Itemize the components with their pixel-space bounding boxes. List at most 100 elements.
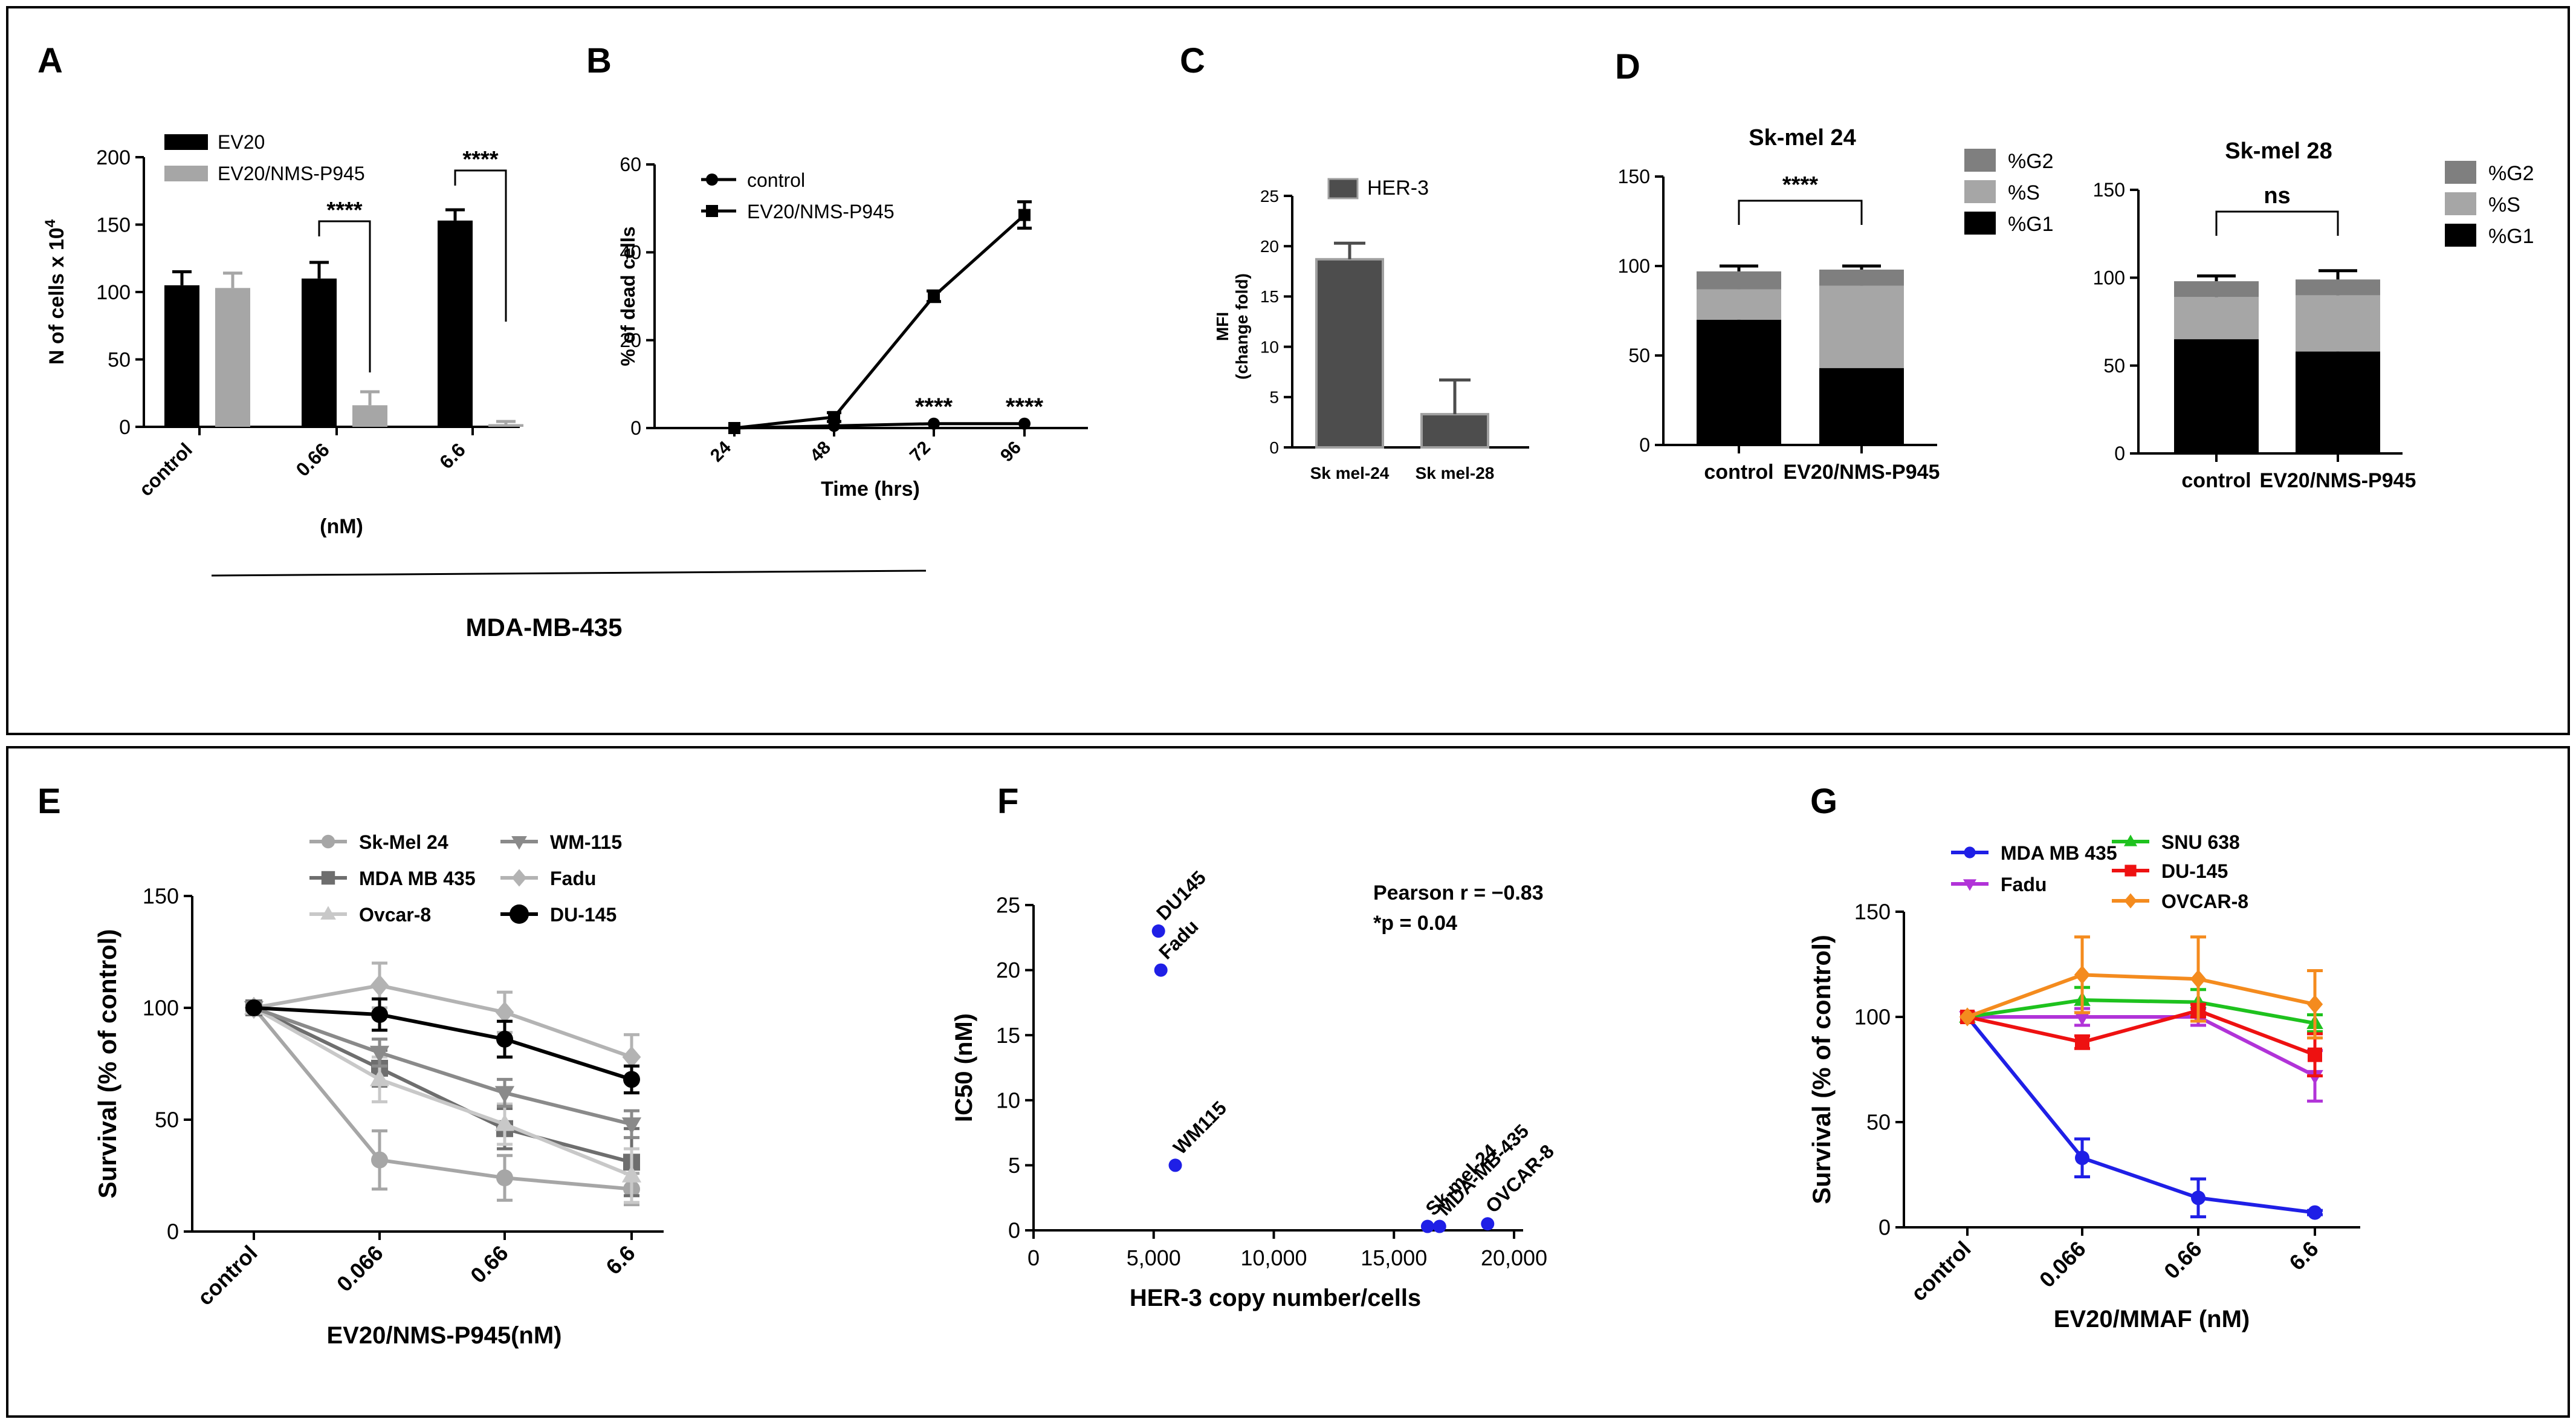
panel-c-legend-swatch xyxy=(1327,178,1359,200)
panel-e-legend-label: Ovcar-8 xyxy=(359,904,431,926)
panel-d2-significance-label: ns xyxy=(2264,183,2290,209)
panel-c-y-tick-label: 0 xyxy=(1269,438,1279,457)
panel-a-legend-swatch xyxy=(164,166,208,181)
panel-e-point-ovcar-8 xyxy=(621,1165,642,1183)
panel-d-sk-mel-28-chart: 0 50 100 150 control EV20/NMS-P945 Sk-mel 28 ns… xyxy=(2093,138,2534,492)
panel-d2-y-tick-label: 100 xyxy=(2093,267,2125,289)
panel-b-y-tick-label: 40 xyxy=(620,242,641,264)
panel-a-bar-ev20 xyxy=(302,278,337,427)
panel-b-point-ev20-nms-p945 xyxy=(1018,209,1031,221)
panel-g-legend-marker xyxy=(2123,834,2138,846)
panel-g-legend-label: DU-145 xyxy=(2161,860,2228,882)
panel-a-bar-ev20-nms-p945 xyxy=(215,288,250,427)
panel-e-legend-marker xyxy=(511,869,527,887)
panel-f-stats-line-1: Pearson r = −0.83 xyxy=(1373,881,1544,904)
panel-a-significance-bracket xyxy=(454,169,507,322)
panel-d2-bar-segment-g2 xyxy=(2296,279,2380,296)
panel-d2-legend-label: %S xyxy=(2488,193,2520,216)
panel-e-y-tick-label: 100 xyxy=(143,996,179,1021)
panel-f-y-tick-label: 0 xyxy=(1008,1218,1020,1243)
panel-d1-significance-label: **** xyxy=(1782,172,1818,198)
panel-e-series-line-ovcar-8 xyxy=(253,1006,633,1178)
panel-e-series-line-wm-115 xyxy=(253,1006,632,1126)
panel-g-x-tick-label: 6.6 xyxy=(2284,1236,2323,1275)
panel-e-x-tick-label: 0.066 xyxy=(332,1241,388,1297)
panel-a-y-tick-label: 200 xyxy=(96,146,131,169)
panel-f-x-tick-label: 15,000 xyxy=(1361,1245,1427,1270)
panel-c-x-tick-label: Sk mel-28 xyxy=(1416,464,1495,482)
panel-a-y-tick-label: 150 xyxy=(96,213,131,236)
panel-b-significance-label: **** xyxy=(1006,394,1044,420)
panel-e-y-tick-label: 50 xyxy=(155,1108,179,1132)
panel-g-series-line-mda-mb-435 xyxy=(1966,1016,2315,1215)
panel-letter-g: G xyxy=(1810,782,1837,821)
panel-e-point-sk-mel-24 xyxy=(371,1151,388,1169)
panel-letter-f: F xyxy=(997,782,1018,821)
panel-d2-bar-segment-g1 xyxy=(2174,339,2259,453)
panel-b-legend-marker xyxy=(706,174,718,186)
panel-d2-legend-swatch xyxy=(2445,224,2476,247)
panel-c-bar-sk-mel-28 xyxy=(1420,413,1489,449)
panel-d1-y-tick-label: 150 xyxy=(1618,166,1650,187)
panel-d1-legend-swatch xyxy=(1964,149,1996,172)
panel-b-point-ev20-nms-p945 xyxy=(828,411,840,423)
panel-a-legend-label: EV20 xyxy=(218,131,265,153)
panel-b-x-tick-label: 48 xyxy=(806,438,835,466)
panel-f-stats-line-2: *p = 0.04 xyxy=(1373,912,1457,935)
panel-b-x-label: Time (hrs) xyxy=(821,478,920,501)
panel-b-point-control xyxy=(928,417,940,430)
panel-a-significance-label: **** xyxy=(462,147,498,172)
panel-a-y-label-superscript: 4 xyxy=(42,219,59,227)
panel-e-y-tick-label: 0 xyxy=(167,1219,179,1244)
panel-g-x-label: EV20/MMAF (nM) xyxy=(2054,1306,2250,1332)
panel-letter-c: C xyxy=(1180,41,1205,80)
panel-d1-significance-bracket xyxy=(1738,200,1863,225)
panel-d1-legend-label: %G2 xyxy=(2008,150,2054,173)
panel-e-point-wm-115 xyxy=(369,1045,390,1063)
panel-b-chart: 0 20 40 60 24 48 72 96 **** **** control EV20/NMS-P… xyxy=(617,154,1088,501)
panel-b-significance-label: **** xyxy=(915,394,953,420)
panel-d2-x-tick-label: control xyxy=(2181,469,2251,492)
panel-d1-y-tick-label: 0 xyxy=(1639,434,1650,456)
panel-e-point-du-145 xyxy=(371,1006,388,1024)
panel-e-point-du-145 xyxy=(623,1071,640,1088)
panel-a-y-label: N of cells x 104 xyxy=(42,219,68,365)
panel-e-y-tick-label: 150 xyxy=(143,884,179,909)
panel-a-x-tick-label: 0.66 xyxy=(291,438,333,480)
panel-e-chart: 0 50 100 150 control 0.066 0.66 6.6 EV20/NMS-P94… xyxy=(93,831,664,1349)
panel-letter-e: E xyxy=(37,782,61,821)
panel-g-series-line-fadu xyxy=(1967,1015,2316,1078)
panel-f-x-tick-label: 5,000 xyxy=(1127,1245,1181,1270)
panel-g-y-tick-label: 0 xyxy=(1879,1215,1891,1240)
panel-g-y-tick-label: 150 xyxy=(1854,900,1891,924)
panel-g-y-tick-label: 50 xyxy=(1866,1110,1891,1135)
panel-d1-y-tick-label: 100 xyxy=(1618,255,1650,277)
panel-f-point-mda-mb-435 xyxy=(1432,1219,1446,1233)
panel-d1-bar-segment-s xyxy=(1819,285,1904,368)
panel-a-caption: MDA-MB-435 xyxy=(465,613,622,641)
panel-b-y-tick-label: 60 xyxy=(620,154,641,175)
panel-f-point-label: Fadu xyxy=(1154,915,1203,964)
panel-e-legend-marker xyxy=(511,836,527,850)
panel-f-y-tick-label: 15 xyxy=(996,1023,1020,1048)
panel-e-point-sk-mel-24 xyxy=(496,1169,513,1187)
panel-d2-y-tick-label: 150 xyxy=(2093,179,2125,201)
panel-e-legend-label: Fadu xyxy=(550,868,596,889)
panel-g-y-label: Survival (% of control) xyxy=(1807,935,1836,1204)
panel-e-legend-marker xyxy=(510,904,529,924)
panel-a-y-tick-label: 100 xyxy=(96,281,131,304)
panel-b-series-line-control xyxy=(734,422,1024,430)
panel-c-bar-sk-mel-24 xyxy=(1315,258,1384,449)
panel-a-bar-ev20 xyxy=(164,285,199,427)
panel-e-series-line-fadu xyxy=(253,983,632,1059)
panel-f-chart: 0 5 10 15 20 25 0 5,000 10,000 15,000 20,000 DU145F… xyxy=(951,866,1558,1311)
panel-e-legend-label: WM-115 xyxy=(550,831,622,853)
panel-b-legend-label: EV20/NMS-P945 xyxy=(747,201,895,222)
panel-d2-bar-segment-s xyxy=(2174,297,2259,340)
panel-a-bar-ev20 xyxy=(438,220,473,427)
panel-d1-bar-segment-g1 xyxy=(1819,368,1904,445)
panel-c-chart: 0 5 10 15 20 25 Sk mel-24 Sk mel-28 HER-3 MFI (cha… xyxy=(1213,177,1529,482)
panel-g-point-fadu xyxy=(2074,1011,2091,1026)
panel-a-unit-label: (nM) xyxy=(320,515,363,538)
panel-e-legend-marker xyxy=(321,834,335,849)
